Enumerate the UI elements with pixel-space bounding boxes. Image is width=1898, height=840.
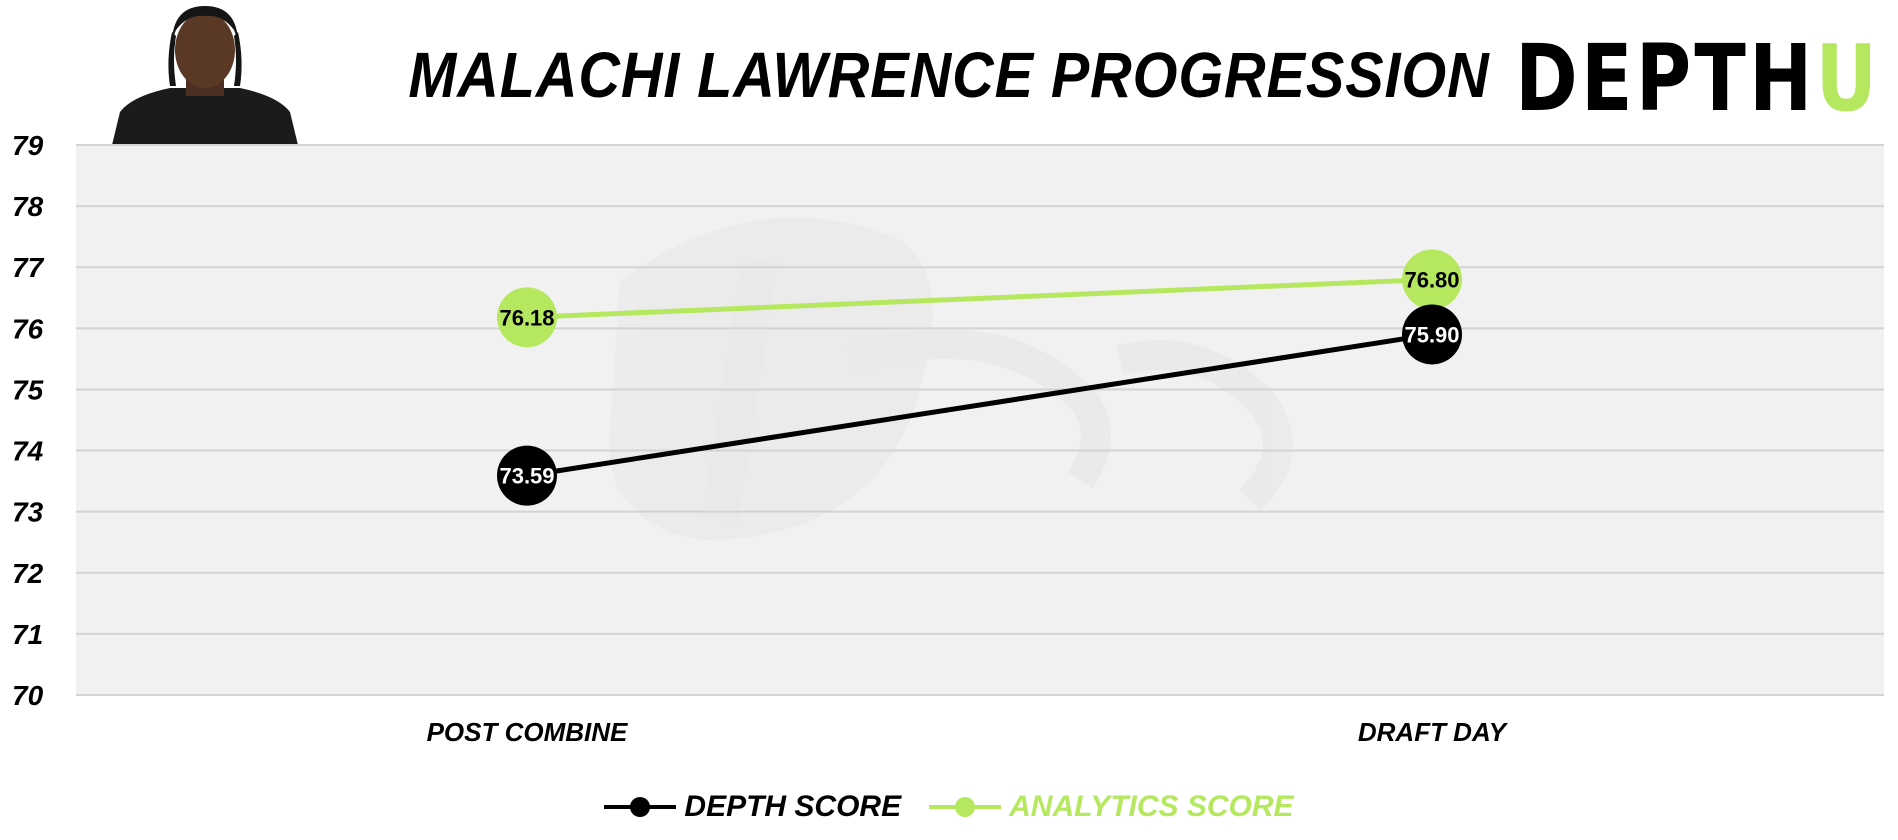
series-line	[526, 276, 1433, 320]
legend-label-depth: DEPTH SCORE	[684, 790, 902, 823]
x-tick-label: POST COMBINE	[427, 717, 628, 747]
y-tick-label: 75	[12, 374, 44, 405]
y-tick-label: 76	[12, 313, 44, 344]
legend-swatch-analytics	[929, 797, 1002, 817]
legend-label-analytics: ANALYTICS SCORE	[1009, 790, 1294, 823]
series-depth-score: 73.59 75.90	[497, 304, 1462, 506]
legend: DEPTH SCORE ANALYTICS SCORE	[0, 790, 1898, 824]
plot-area	[76, 145, 1884, 695]
legend-swatch-depth	[604, 797, 677, 817]
y-tick-label: 70	[12, 680, 44, 711]
player-photo	[112, 0, 298, 145]
data-point	[497, 445, 557, 506]
legend-item-depth-score: DEPTH SCORE	[604, 790, 901, 824]
y-tick-label: 74	[12, 436, 44, 467]
series-analytics-score: 76.18 76.80	[497, 249, 1462, 348]
data-point	[1402, 304, 1462, 365]
y-tick-label: 77	[12, 252, 45, 283]
y-tick-label: 79	[12, 130, 44, 161]
chart-title: MALACHI LAWRENCE PROGRESSION	[408, 39, 1490, 111]
data-point	[1402, 249, 1462, 310]
data-label: 73.59	[499, 464, 554, 489]
y-tick-label: 72	[12, 558, 44, 589]
depthu-logo: DEPTHU	[1515, 33, 1880, 125]
y-tick-label: 73	[12, 497, 44, 528]
data-label: 76.18	[499, 305, 554, 330]
y-tick-label: 71	[12, 619, 43, 650]
x-tick-label: DRAFT DAY	[1358, 717, 1509, 747]
data-label: 75.90	[1404, 322, 1459, 347]
legend-item-analytics-score: ANALYTICS SCORE	[929, 790, 1294, 824]
y-tick-label: 78	[12, 191, 44, 222]
logo-accent: U	[1815, 25, 1880, 132]
series-line	[526, 331, 1433, 479]
logo-text: DEPTH	[1514, 25, 1816, 132]
data-label: 76.80	[1404, 267, 1459, 292]
data-point	[497, 287, 557, 348]
